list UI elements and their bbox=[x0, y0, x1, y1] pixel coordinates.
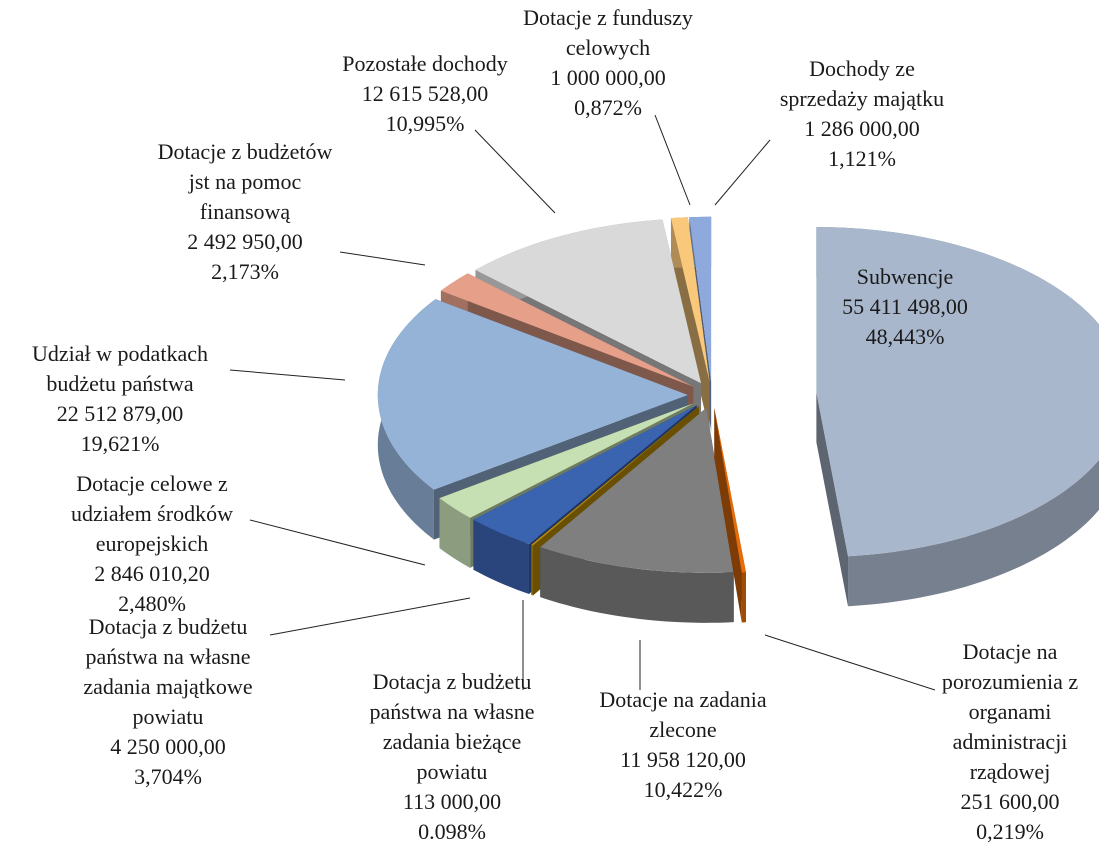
slice bbox=[531, 406, 699, 546]
name-line: celowych bbox=[566, 35, 650, 60]
name-line: porozumienia z bbox=[942, 669, 1078, 694]
name-line: budżetu państwa bbox=[46, 371, 193, 396]
name-line: zlecone bbox=[649, 717, 716, 742]
slice-percent: 10,995% bbox=[386, 111, 465, 136]
name-line: Dotacja z budżetu bbox=[89, 614, 248, 639]
name-line: państwa na własne bbox=[370, 699, 535, 724]
name-line: zadania bieżące bbox=[383, 729, 522, 754]
slice-percent: 0,219% bbox=[976, 819, 1044, 844]
name-line: jst na pomoc bbox=[188, 169, 302, 194]
slice-amount: 22 512 879,00 bbox=[57, 401, 184, 426]
name-line: Pozostałe dochody bbox=[342, 51, 508, 76]
slice-amount: 55 411 498,00 bbox=[842, 294, 968, 319]
slice bbox=[689, 216, 712, 382]
name-line: powiatu bbox=[133, 704, 204, 729]
slice-name: Pozostałe dochody bbox=[342, 51, 508, 76]
leader-line bbox=[764, 634, 936, 691]
slice-name: Dotacja z budżetu państwa na własne zadani… bbox=[83, 614, 252, 729]
slice-percent: 19,621% bbox=[81, 431, 160, 456]
name-line: Dotacje z funduszy bbox=[523, 5, 693, 30]
slice-edge bbox=[670, 218, 710, 432]
slice bbox=[475, 219, 702, 384]
slice-amount: 1 286 000,00 bbox=[804, 116, 920, 141]
leader-line bbox=[229, 369, 346, 381]
name-line: Dotacje celowe z bbox=[76, 471, 228, 496]
leader-line bbox=[339, 251, 426, 266]
leader-line bbox=[654, 114, 691, 206]
slice bbox=[540, 407, 734, 573]
slice-name: Dotacja z budżetu państwa na własne zadani… bbox=[370, 669, 535, 784]
slice bbox=[714, 408, 746, 573]
slice-amount: 1 000 000,00 bbox=[550, 65, 666, 90]
name-line: zadania majątkowe bbox=[83, 674, 252, 699]
leader-line bbox=[269, 597, 471, 636]
slice-name: Udział w podatkach budżetu państwa bbox=[32, 341, 208, 396]
slice-percent: 3,704% bbox=[134, 764, 202, 789]
leader-line bbox=[714, 139, 771, 206]
slice-side bbox=[741, 572, 746, 623]
slice bbox=[670, 217, 710, 382]
slice bbox=[440, 273, 694, 387]
slice-percent: 2,173% bbox=[211, 259, 279, 284]
name-line: Dochody ze bbox=[809, 56, 915, 81]
slice-name: Subwencje bbox=[857, 264, 954, 289]
slice-amount: 2 492 950,00 bbox=[187, 229, 303, 254]
name-line: Udział w podatkach bbox=[32, 341, 208, 366]
name-line: państwa na własne bbox=[86, 644, 251, 669]
slice-side bbox=[540, 547, 734, 623]
slice-side bbox=[439, 498, 471, 568]
slice-amount: 11 958 120,00 bbox=[620, 747, 746, 772]
slice-name: Dotacje z funduszy celowych bbox=[523, 5, 693, 60]
leader-line bbox=[474, 129, 556, 214]
slice-name: Dotacje na porozumienia z organami administ… bbox=[942, 639, 1078, 784]
slice-amount: 2 846 010,20 bbox=[94, 561, 210, 586]
name-line: organami bbox=[969, 699, 1052, 724]
slice-percent: 1,121% bbox=[828, 146, 896, 171]
slice-side bbox=[531, 544, 533, 596]
slice-amount: 251 600,00 bbox=[961, 789, 1060, 814]
name-line: Dotacje na bbox=[963, 639, 1058, 664]
slice-amount: 4 250 000,00 bbox=[110, 734, 226, 759]
name-line: Subwencje bbox=[857, 264, 954, 289]
slice-name: Dotacje na zadania zlecone bbox=[599, 687, 767, 742]
slice-percent: 10,422% bbox=[644, 777, 723, 802]
name-line: Dotacje z budżetów bbox=[158, 139, 333, 164]
slice-percent: 0,872% bbox=[574, 95, 642, 120]
name-line: finansową bbox=[200, 199, 291, 224]
slice-name: Dotacje celowe z udziałem środków europejs… bbox=[71, 471, 233, 556]
slice bbox=[816, 227, 1099, 557]
name-line: europejskich bbox=[96, 531, 208, 556]
slice bbox=[473, 405, 697, 544]
slice bbox=[439, 403, 694, 518]
slice-amount: 113 000,00 bbox=[403, 789, 501, 814]
slice-name: Dochody ze sprzedaży majątku bbox=[780, 56, 944, 111]
name-line: Dotacja z budżetu bbox=[373, 669, 532, 694]
name-line: rządowej bbox=[970, 759, 1051, 784]
slice-amount: 12 615 528,00 bbox=[362, 81, 489, 106]
leader-line bbox=[249, 519, 426, 566]
slice-name: Dotacje z budżetów jst na pomoc finansową bbox=[158, 139, 333, 224]
slice-side bbox=[473, 519, 529, 594]
slice-edge bbox=[816, 392, 849, 607]
slice bbox=[377, 299, 688, 490]
name-line: sprzedaży majątku bbox=[780, 86, 944, 111]
slice-edge bbox=[714, 408, 742, 623]
slice-percent: 2,480% bbox=[118, 591, 186, 616]
slice-percent: 48,443% bbox=[866, 324, 945, 349]
slice-percent: 0.098% bbox=[418, 819, 486, 844]
name-line: Dotacje na zadania bbox=[599, 687, 767, 712]
name-line: administracji bbox=[953, 729, 1068, 754]
name-line: powiatu bbox=[417, 759, 488, 784]
name-line: udziałem środków bbox=[71, 501, 233, 526]
